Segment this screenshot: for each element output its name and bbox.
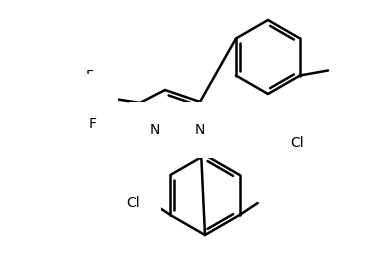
Text: F: F — [86, 69, 94, 83]
Text: F: F — [78, 95, 86, 109]
Text: Cl: Cl — [290, 136, 304, 150]
Text: F: F — [89, 117, 97, 131]
Text: N: N — [195, 123, 205, 137]
Text: N: N — [150, 123, 160, 137]
Text: Cl: Cl — [127, 196, 140, 210]
